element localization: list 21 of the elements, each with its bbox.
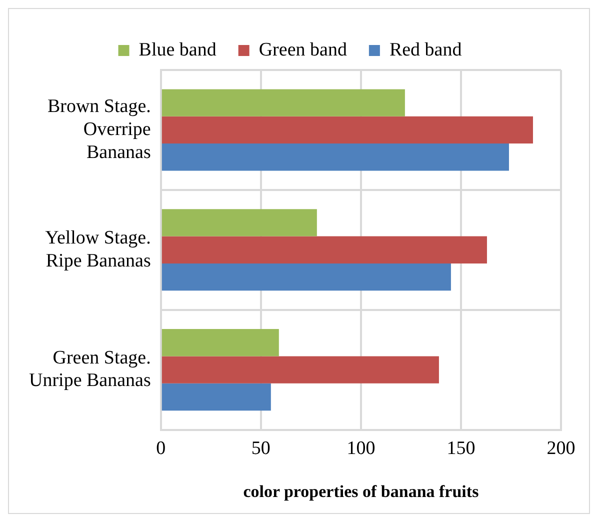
x-tick-label: 50 [251,438,270,460]
bar [162,383,271,411]
bar [162,89,405,116]
bar [162,263,451,291]
bar [162,356,439,384]
legend-label: Red band [389,39,462,60]
y-tick-label: Green Stage. Unripe Bananas [28,347,151,392]
bar [162,209,317,236]
legend-label: Green band [258,39,348,60]
y-tick-label: Brown Stage. Overripe Bananas [47,96,151,163]
legend-label: Blue band [138,39,217,60]
bar [162,329,279,356]
x-tick-label: 100 [346,438,376,460]
x-axis-title: color properties of banana fruits [243,482,480,502]
bar [162,144,509,171]
x-tick-label: 0 [156,438,166,460]
x-tick-label: 200 [546,438,576,460]
x-tick-label: 150 [446,438,476,460]
y-tick-label: Yellow Stage. Ripe Bananas [45,227,151,272]
bar [162,116,533,144]
bar [162,236,487,264]
